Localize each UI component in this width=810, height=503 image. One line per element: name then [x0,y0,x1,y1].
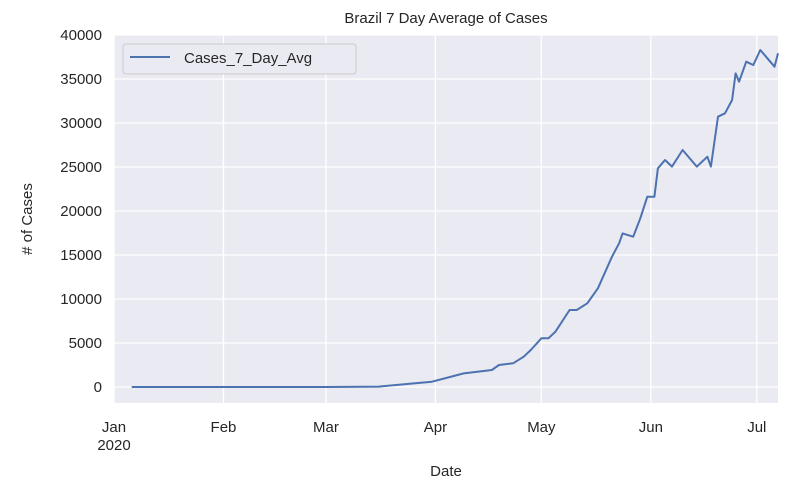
y-tick-label: 40000 [60,27,102,44]
y-tick-label: 5000 [69,335,102,352]
y-tick-label: 35000 [60,71,102,88]
y-tick-label: 0 [94,379,102,396]
x-tick-sublabel: 2020 [97,437,130,454]
x-tick-label: Mar [313,419,339,436]
y-tick-label: 20000 [60,203,102,220]
legend-label: Cases_7_Day_Avg [184,50,312,67]
x-tick-label: Jun [639,419,663,436]
legend: Cases_7_Day_Avg [122,43,357,75]
x-tick-label: Jan [102,419,126,436]
series-line-cases-7-day-avg [131,49,779,388]
y-tick-label: 30000 [60,115,102,132]
legend-box [122,43,357,75]
x-tick-label: Jul [747,419,766,436]
x-tick-label: Apr [424,419,447,436]
y-tick-labels: 0 5000 10000 15000 20000 25000 30000 35000 40000 [60,27,102,396]
x-axis-label: Date [430,463,462,480]
y-axis-label: # of Cases [19,183,36,255]
y-tick-label: 15000 [60,247,102,264]
grid [113,34,778,403]
chart-title: Brazil 7 Day Average of Cases [344,10,547,27]
x-tick-label: May [527,419,556,436]
y-tick-label: 25000 [60,159,102,176]
plot-background [114,35,778,403]
y-tick-label: 10000 [60,291,102,308]
x-tick-label: Feb [211,419,237,436]
